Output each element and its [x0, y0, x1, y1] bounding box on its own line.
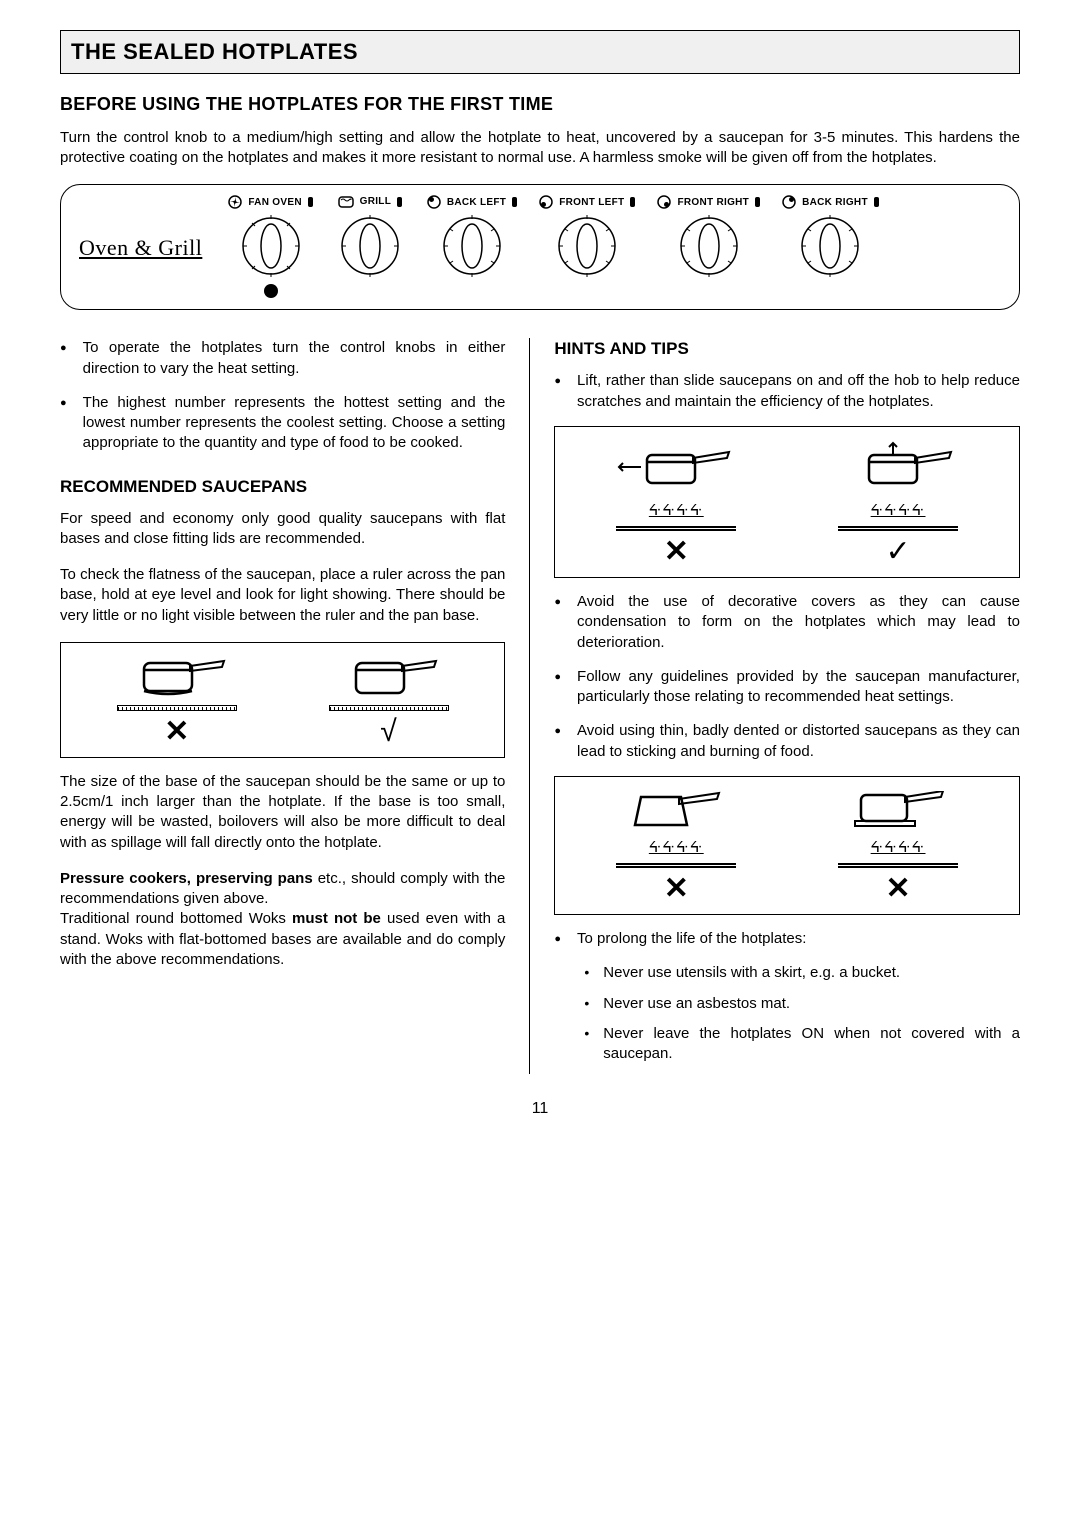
grill-icon	[338, 196, 354, 208]
knob-label: BACK RIGHT	[802, 196, 868, 210]
flat-pan-icon	[334, 657, 444, 699]
hotplate-icon	[838, 526, 958, 531]
knob-grill: GRILL	[335, 195, 405, 299]
fan-icon	[228, 195, 242, 209]
flame-icon: ᔰᔰᔰᔰ	[649, 500, 704, 520]
ruler-figure: ✕ √	[60, 642, 505, 758]
list-item: Avoid the use of decorative covers as th…	[577, 592, 1020, 653]
ring-back-right-icon	[782, 195, 796, 209]
intro-heading: BEFORE USING THE HOTPLATES FOR THE FIRST…	[60, 92, 1020, 116]
dial-icon	[437, 211, 507, 281]
hotplate-icon	[838, 863, 958, 868]
saucepan-p1: For speed and economy only good quality …	[60, 509, 505, 550]
two-column-layout: To operate the hotplates turn the contro…	[60, 338, 1020, 1074]
pressure-bold: Pressure cookers, preserving pans	[60, 870, 313, 887]
dial-icon	[552, 211, 622, 281]
list-item: Never use utensils with a skirt, e.g. a …	[603, 963, 900, 983]
list-item: Never use an asbestos mat.	[603, 994, 790, 1014]
dial-icon	[674, 211, 744, 281]
check-mark-icon: ✓	[886, 537, 911, 567]
hotplate-icon	[616, 863, 736, 868]
knob-front-left: FRONT LEFT	[539, 195, 635, 299]
list-item: Lift, rather than slide saucepans on and…	[577, 371, 1020, 412]
page-title-bar: THE SEALED HOTPLATES	[60, 30, 1020, 74]
hints-bullets-b: Avoid the use of decorative covers as th…	[554, 592, 1020, 762]
dial-icon	[795, 211, 865, 281]
warped-pan-icon	[122, 657, 232, 699]
ruler-icon	[117, 705, 237, 711]
skirt-pan-icon	[621, 791, 731, 831]
flame-icon: ᔰᔰᔰᔰ	[871, 500, 926, 520]
check-mark-icon: √	[380, 717, 396, 747]
hints-bullets-a: Lift, rather than slide saucepans on and…	[554, 371, 1020, 412]
indicator-dot-icon	[263, 283, 279, 299]
operate-bullets: To operate the hotplates turn the contro…	[60, 338, 505, 453]
list-item: Avoid using thin, badly dented or distor…	[577, 721, 1020, 762]
flame-icon: ᔰᔰᔰᔰ	[649, 837, 704, 857]
knob-label: FRONT LEFT	[559, 196, 624, 210]
list-item: To prolong the life of the hotplates:	[577, 929, 806, 949]
knob-back-left: BACK LEFT	[427, 195, 517, 299]
list-item: The highest number represents the hottes…	[83, 393, 506, 454]
list-item: Never leave the hotplates ON when not co…	[603, 1024, 1020, 1065]
ring-front-right-icon	[657, 195, 671, 209]
hints-heading: HINTS AND TIPS	[554, 338, 1020, 361]
knob-back-right: BACK RIGHT	[782, 195, 879, 299]
saucepan-p2: To check the flatness of the saucepan, p…	[60, 565, 505, 626]
knob-fan-oven: FAN OVEN	[228, 195, 313, 299]
x-mark-icon: ✕	[664, 874, 689, 904]
lift-slide-figure: ᔰᔰᔰᔰ ✕ ᔰᔰᔰᔰ ✓	[554, 426, 1020, 578]
ring-front-left-icon	[539, 195, 553, 209]
ruler-icon	[329, 705, 449, 711]
knob-label: FRONT RIGHT	[677, 196, 749, 210]
prolong-subbullets: Never use utensils with a skirt, e.g. a …	[554, 963, 1020, 1064]
x-mark-icon: ✕	[664, 537, 689, 567]
dial-icon	[236, 211, 306, 281]
list-item: To operate the hotplates turn the contro…	[83, 338, 506, 379]
mat-pan-icon	[843, 791, 953, 831]
oven-brand-label: Oven & Grill	[79, 233, 202, 263]
control-panel-diagram: Oven & Grill FAN OVEN GRILL BACK LEFT FR…	[60, 184, 1020, 310]
ring-back-left-icon	[427, 195, 441, 209]
woks-a: Traditional round bottomed Woks	[60, 910, 292, 927]
bad-utensil-figure: ᔰᔰᔰᔰ ✕ ᔰᔰᔰᔰ ✕	[554, 776, 1020, 915]
flame-icon: ᔰᔰᔰᔰ	[871, 837, 926, 857]
pressure-para: Pressure cookers, preserving pans etc., …	[60, 869, 505, 970]
dial-icon	[335, 211, 405, 281]
x-mark-icon: ✕	[164, 717, 189, 747]
intro-paragraph: Turn the control knob to a medium/high s…	[60, 128, 1020, 169]
slide-arrow-icon	[611, 447, 741, 494]
page-number: 11	[60, 1098, 1020, 1120]
list-item: Follow any guidelines provided by the sa…	[577, 667, 1020, 708]
saucepan-p3: The size of the base of the saucepan sho…	[60, 772, 505, 853]
knob-row: FAN OVEN GRILL BACK LEFT FRONT LEFT FRO	[228, 195, 879, 299]
knob-label: FAN OVEN	[248, 196, 302, 210]
knob-label: BACK LEFT	[447, 196, 506, 210]
x-mark-icon: ✕	[886, 874, 911, 904]
woks-bold: must not be	[292, 910, 381, 927]
hints-bullets-c: To prolong the life of the hotplates:	[554, 929, 1020, 949]
page-title: THE SEALED HOTPLATES	[71, 39, 358, 64]
lift-arrow-icon	[833, 441, 963, 494]
saucepan-heading: RECOMMENDED SAUCEPANS	[60, 476, 505, 499]
knob-label: GRILL	[360, 195, 392, 209]
left-column: To operate the hotplates turn the contro…	[60, 338, 530, 1074]
knob-front-right: FRONT RIGHT	[657, 195, 760, 299]
hotplate-icon	[616, 526, 736, 531]
right-column: HINTS AND TIPS Lift, rather than slide s…	[530, 338, 1020, 1074]
